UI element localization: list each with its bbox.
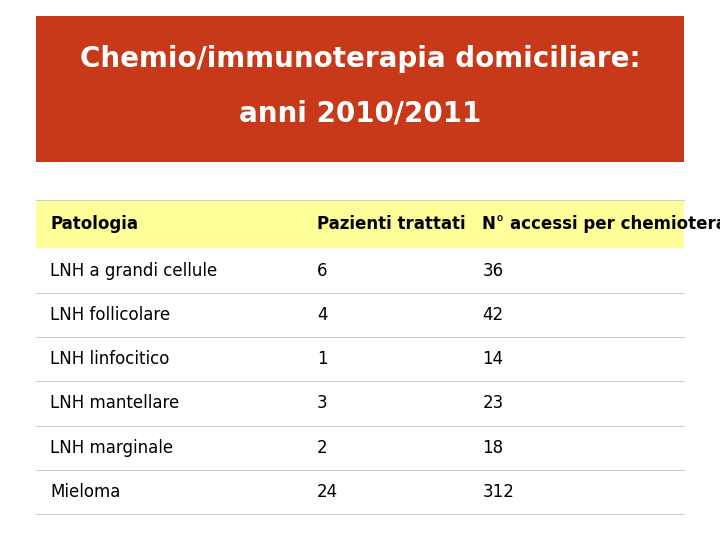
Text: 14: 14: [482, 350, 503, 368]
Text: LNH marginale: LNH marginale: [50, 438, 174, 457]
Text: LNH mantellare: LNH mantellare: [50, 394, 180, 413]
FancyBboxPatch shape: [36, 381, 684, 426]
Text: 36: 36: [482, 261, 503, 280]
FancyBboxPatch shape: [36, 426, 684, 470]
Text: 6: 6: [317, 261, 328, 280]
FancyBboxPatch shape: [36, 337, 684, 381]
Text: Patologia: Patologia: [50, 215, 138, 233]
Text: 23: 23: [482, 394, 504, 413]
Text: LNH follicolare: LNH follicolare: [50, 306, 171, 324]
Text: 24: 24: [317, 483, 338, 501]
Text: N° accessi per chemioterapie: N° accessi per chemioterapie: [482, 215, 720, 233]
FancyBboxPatch shape: [36, 293, 684, 337]
Text: anni 2010/2011: anni 2010/2011: [239, 99, 481, 127]
FancyBboxPatch shape: [36, 16, 684, 162]
Text: LNH a grandi cellule: LNH a grandi cellule: [50, 261, 217, 280]
Text: 3: 3: [317, 394, 328, 413]
Text: 18: 18: [482, 438, 503, 457]
Text: Chemio/immunoterapia domiciliare:: Chemio/immunoterapia domiciliare:: [80, 45, 640, 73]
Text: 312: 312: [482, 483, 514, 501]
Text: LNH linfocitico: LNH linfocitico: [50, 350, 170, 368]
FancyBboxPatch shape: [36, 248, 684, 293]
Text: 42: 42: [482, 306, 503, 324]
Text: Mieloma: Mieloma: [50, 483, 121, 501]
FancyBboxPatch shape: [36, 200, 684, 248]
Text: Pazienti trattati: Pazienti trattati: [317, 215, 465, 233]
Text: 1: 1: [317, 350, 328, 368]
Text: 4: 4: [317, 306, 328, 324]
FancyBboxPatch shape: [36, 470, 684, 514]
Text: 2: 2: [317, 438, 328, 457]
